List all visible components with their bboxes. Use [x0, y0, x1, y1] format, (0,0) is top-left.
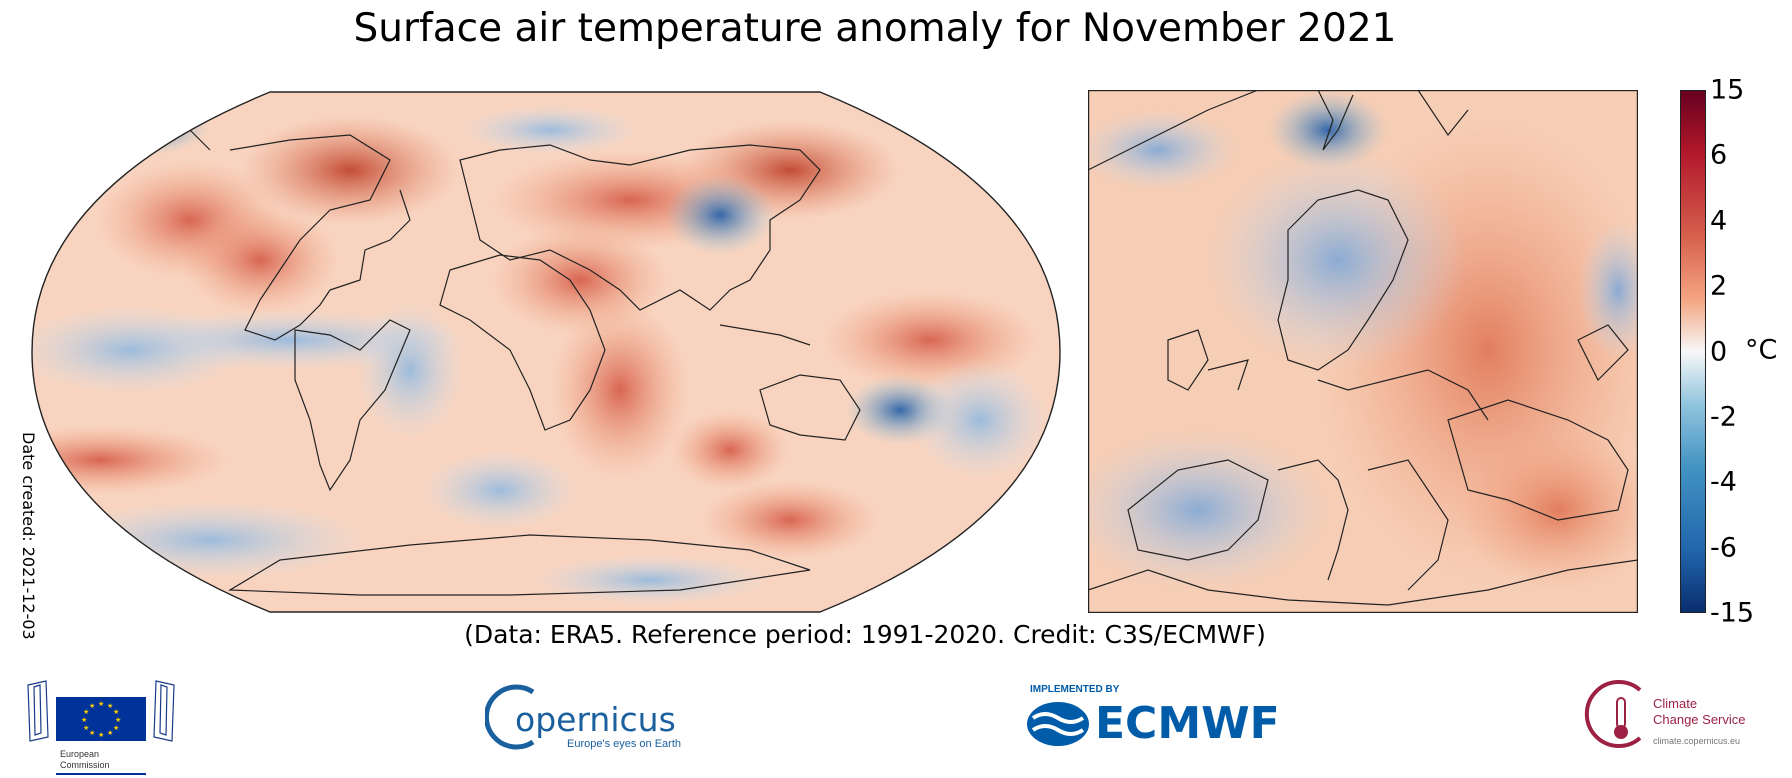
ecmwf-logo: IMPLEMENTED BY ECMWF	[1025, 684, 1285, 750]
european-commission-logo: ★ ★ ★ ★ ★ ★ ★ ★ ★ ★ ★ ★ European Commission	[26, 677, 176, 777]
chart-title: Surface air temperature anomaly for Nove…	[353, 6, 1397, 51]
colorbar-tick-label: 6	[1710, 139, 1728, 171]
svg-text:★: ★	[113, 708, 119, 716]
svg-text:★: ★	[83, 724, 89, 732]
colorbar-tick-label: -15	[1710, 597, 1755, 629]
copernicus-logo: opernicus Europe's eyes on Earth	[485, 680, 705, 752]
colorbar-tick-label: -2	[1710, 401, 1737, 433]
colorbar-unit: °C	[1745, 334, 1778, 366]
copernicus-tagline: Europe's eyes on Earth	[567, 738, 682, 750]
ecmwf-name: ECMWF	[1095, 698, 1280, 749]
svg-text:★: ★	[83, 708, 89, 716]
thermometer-icon	[1584, 680, 1642, 748]
svg-text:★: ★	[98, 731, 104, 739]
eu-flag-icon: ★ ★★ ★★★ ★★★ ★★★	[27, 680, 175, 742]
colorbar-tick-label: 0	[1710, 336, 1728, 367]
ecmwf-wave-icon	[1027, 702, 1089, 746]
svg-text:★: ★	[107, 702, 113, 710]
svg-text:★: ★	[107, 729, 113, 737]
world-anomaly-map	[31, 91, 1061, 613]
copernicus-arc-icon	[485, 684, 535, 750]
colorbar-tick-label: 15	[1710, 74, 1745, 106]
svg-text:★: ★	[98, 700, 104, 708]
svg-text:★: ★	[89, 729, 95, 737]
c3s-tagline: climate.copernicus.eu	[1653, 736, 1741, 746]
ecmwf-implemented-by: IMPLEMENTED BY	[1030, 684, 1120, 695]
svg-text:★: ★	[115, 716, 121, 724]
c3s-line1: Climate	[1653, 696, 1698, 711]
copernicus-name: opernicus	[515, 700, 676, 739]
eu-logo-text: European Commission	[60, 749, 110, 770]
c3s-line2: Change Service	[1653, 712, 1746, 727]
svg-text:★: ★	[81, 716, 87, 724]
c3s-logo: Climate Change Service climate.copernicu…	[1580, 676, 1780, 756]
svg-text:★: ★	[113, 724, 119, 732]
colorbar-tick-label: -4	[1710, 466, 1737, 498]
colorbar-tick-label: 2	[1710, 270, 1728, 302]
colorbar-tick-label: 4	[1710, 205, 1728, 237]
colorbar	[1680, 90, 1706, 613]
europe-anomaly-map	[1088, 90, 1638, 613]
svg-text:★: ★	[89, 702, 95, 710]
data-credit: (Data: ERA5. Reference period: 1991-2020…	[464, 620, 1266, 649]
colorbar-tick-label: -6	[1710, 532, 1737, 564]
